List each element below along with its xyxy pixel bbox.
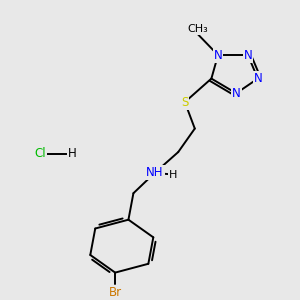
Text: Cl: Cl — [35, 147, 46, 160]
Text: N: N — [244, 49, 252, 62]
Text: CH₃: CH₃ — [188, 24, 208, 34]
Text: S: S — [181, 96, 188, 109]
Text: H: H — [169, 170, 177, 180]
Text: NH: NH — [146, 166, 164, 179]
Text: Br: Br — [109, 286, 122, 299]
Text: H: H — [68, 147, 76, 160]
Text: N: N — [214, 49, 222, 62]
Text: N: N — [254, 72, 262, 85]
Text: N: N — [232, 87, 241, 100]
